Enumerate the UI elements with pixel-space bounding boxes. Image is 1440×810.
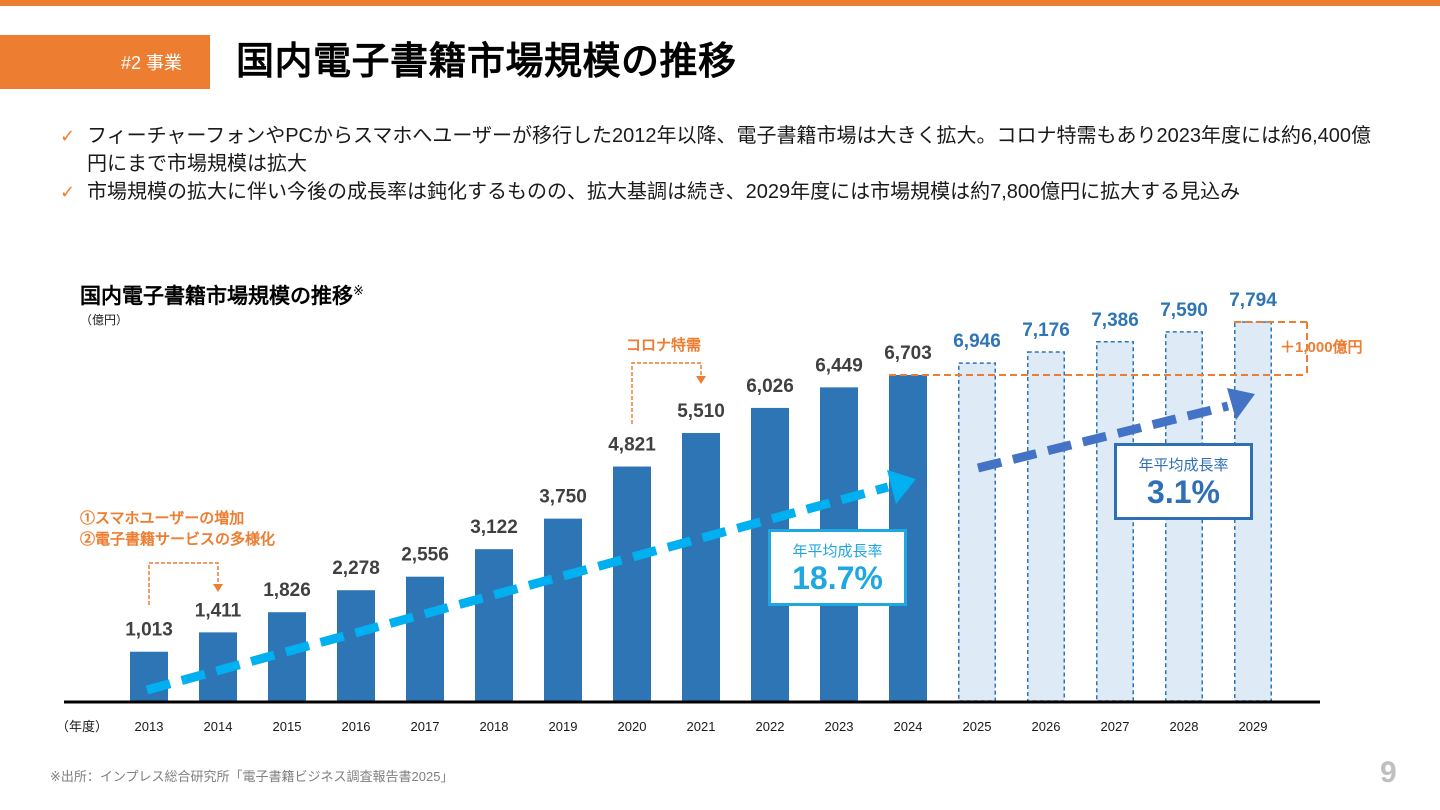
- increase-label: ＋1,000億円: [1280, 338, 1363, 356]
- driver-annotation-2: ②電子書籍サービスの多様化: [80, 530, 275, 548]
- bar-actual-2020: [613, 466, 651, 701]
- data-label-2026: 7,176: [1022, 320, 1070, 341]
- x-tick-label-2028: 2028: [1170, 719, 1199, 734]
- bullet-item: ✓ フィーチャーフォンやPCからスマホへユーザーが移行した2012年以降、電子書…: [60, 122, 1390, 178]
- bullet-item: ✓ 市場規模の拡大に伴い今後の成長率は鈍化するものの、拡大基調は続き、2029年…: [60, 178, 1390, 206]
- cagr-value: 3.1%: [1147, 474, 1220, 510]
- data-label-2023: 6,449: [815, 355, 863, 376]
- covid-arrow-head: [696, 376, 706, 384]
- trend-arrow-actual: [145, 482, 890, 695]
- cagr-box-forecast: 年平均成長率 3.1%: [1114, 443, 1253, 520]
- covid-annotation: コロナ特需: [626, 336, 701, 354]
- data-label-2027: 7,386: [1091, 310, 1139, 331]
- x-tick-label-2029: 2029: [1239, 719, 1268, 734]
- data-label-2013: 1,013: [125, 620, 173, 641]
- chart-title-note: ※: [353, 283, 364, 298]
- bar-actual-2016: [337, 590, 375, 701]
- bar-forecast-2025: [958, 362, 996, 702]
- cagr-label: 年平均成長率: [792, 543, 883, 560]
- trend-arrow-forecast-head: [1227, 388, 1255, 420]
- data-label-2020: 4,821: [608, 435, 656, 456]
- chart-title-text: 国内電子書籍市場規模の推移: [80, 285, 353, 308]
- x-tick-label-2013: 2013: [135, 719, 164, 734]
- bar-forecast-2026: [1027, 351, 1065, 702]
- x-tick-label-2018: 2018: [480, 719, 509, 734]
- x-tick-label-2021: 2021: [687, 719, 716, 734]
- data-label-2019: 3,750: [539, 487, 587, 508]
- bullet-text: フィーチャーフォンやPCからスマホへユーザーが移行した2012年以降、電子書籍市…: [87, 125, 1372, 175]
- data-label-2024: 6,703: [884, 343, 932, 364]
- section-tag: #2 事業: [0, 35, 210, 89]
- covid-arrow: [631, 362, 702, 424]
- bar-forecast-2027: [1096, 341, 1134, 702]
- chart-title: 国内電子書籍市場規模の推移※: [80, 280, 364, 310]
- data-label-2029: 7,794: [1229, 290, 1277, 311]
- x-tick-label-2026: 2026: [1032, 719, 1061, 734]
- bar-actual-2018: [475, 549, 513, 701]
- top-accent-bar: [0, 0, 1440, 6]
- x-tick-label-2015: 2015: [273, 719, 302, 734]
- data-label-2015: 1,826: [263, 580, 311, 601]
- data-label-2022: 6,026: [746, 376, 794, 397]
- data-label-2021: 5,510: [677, 401, 725, 422]
- x-tick-label-2025: 2025: [963, 719, 992, 734]
- x-tick-label-2016: 2016: [342, 719, 371, 734]
- driver-annotation-1: ①スマホユーザーの増加: [80, 509, 244, 527]
- drivers-arrow-head: [213, 584, 223, 592]
- x-tick-label-2024: 2024: [894, 719, 923, 734]
- x-axis-label: （年度）: [56, 719, 108, 734]
- cagr-label: 年平均成長率: [1138, 457, 1229, 474]
- data-label-2017: 2,556: [401, 545, 449, 566]
- check-icon: ✓: [60, 182, 76, 202]
- bullet-text: 市場規模の拡大に伴い今後の成長率は鈍化するものの、拡大基調は続き、2029年度に…: [87, 181, 1241, 203]
- bar-actual-2021: [682, 433, 720, 701]
- check-icon: ✓: [60, 126, 76, 146]
- x-tick-label-2019: 2019: [549, 719, 578, 734]
- data-label-2028: 7,590: [1160, 300, 1208, 321]
- x-tick-label-2023: 2023: [825, 719, 854, 734]
- drivers-arrow: [148, 562, 219, 605]
- page-title: 国内電子書籍市場規模の推移: [236, 41, 737, 83]
- x-tick-label-2014: 2014: [204, 719, 233, 734]
- x-tick-label-2017: 2017: [411, 719, 440, 734]
- source-footnote: ※出所：インプレス総合研究所「電子書籍ビジネス調査報告書2025」: [50, 769, 454, 784]
- data-label-2025: 6,946: [953, 331, 1001, 352]
- trend-arrow-forecast: [976, 401, 1230, 473]
- bar-actual-2017: [406, 576, 444, 701]
- bar-actual-2019: [544, 518, 582, 701]
- section-tag-label: #2 事業: [120, 53, 182, 73]
- page-number: 9: [1380, 756, 1397, 789]
- trend-arrow-actual-head: [887, 470, 916, 504]
- cagr-box-actual: 年平均成長率 18.7%: [768, 529, 907, 606]
- x-tick-label-2020: 2020: [618, 719, 647, 734]
- y-axis-unit-label: （億円）: [80, 313, 129, 327]
- data-label-2018: 3,122: [470, 517, 518, 538]
- bullet-list: ✓ フィーチャーフォンやPCからスマホへユーザーが移行した2012年以降、電子書…: [60, 122, 1390, 206]
- data-label-2016: 2,278: [332, 558, 380, 579]
- data-label-2014: 1,411: [195, 600, 242, 621]
- cagr-value: 18.7%: [792, 560, 883, 596]
- x-tick-label-2022: 2022: [756, 719, 785, 734]
- x-tick-label-2027: 2027: [1101, 719, 1130, 734]
